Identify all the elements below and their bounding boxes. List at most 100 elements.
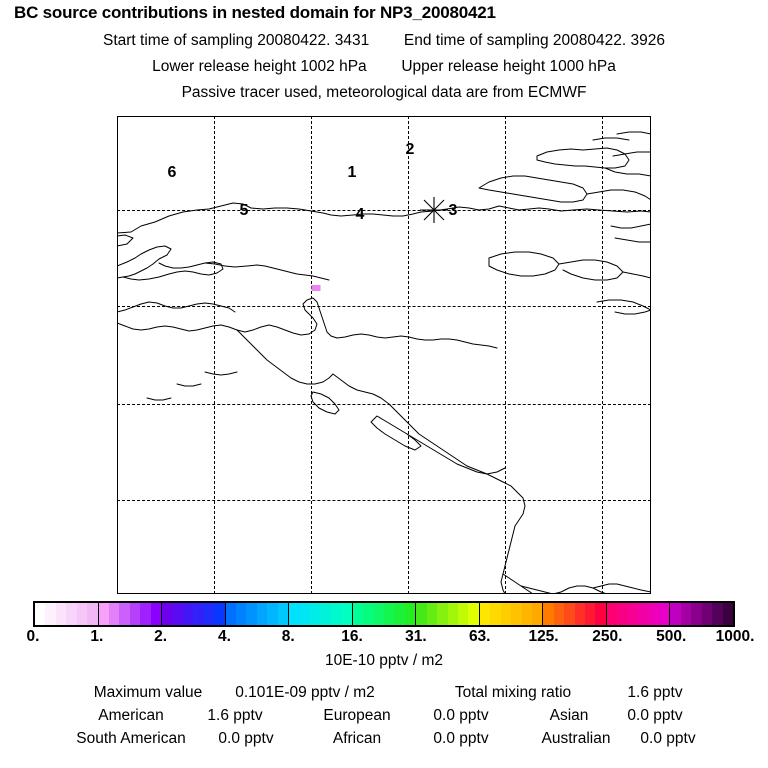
- region-3-label: 3: [448, 202, 458, 219]
- gridline-vertical: [214, 116, 215, 594]
- colorbar-tick-7: 63.: [468, 628, 491, 645]
- colorbar-subband: [225, 603, 237, 625]
- tracer-note: Passive tracer used, meteorological data…: [181, 84, 587, 101]
- region-2-label: 2: [405, 141, 415, 158]
- colorbar-unit-label: 10E-10 pptv / m2: [324, 652, 444, 669]
- colorbar-tick-10: 500.: [656, 628, 687, 645]
- colorbar-subband: [691, 603, 702, 625]
- african-value: 0.0 pptv: [433, 730, 489, 747]
- south-american-value: 0.0 pptv: [218, 730, 274, 747]
- colorbar-subband: [214, 603, 225, 625]
- map-panel[interactable]: 6 5 1 4 2 3: [117, 116, 651, 594]
- start-time-label: Start time of sampling 20080422. 3431: [103, 32, 370, 49]
- australian-label: Australian: [541, 730, 611, 747]
- colorbar-subband: [172, 603, 183, 625]
- total-mixing-value: 1.6 pptv: [627, 684, 683, 701]
- stats-row-summary: Maximum value 0.101E-09 pptv / m2 Total …: [0, 684, 768, 706]
- colorbar-subband: [236, 603, 247, 625]
- colorbar-subband: [330, 603, 342, 625]
- colorbar-subband: [490, 603, 501, 625]
- colorbar-subband: [320, 603, 331, 625]
- colorbar-segment-1: [98, 603, 163, 625]
- page-title: BC source contributions in nested domain…: [14, 3, 496, 22]
- lower-release-label: Lower release height 1002 hPa: [152, 58, 367, 75]
- colorbar-subband: [543, 603, 554, 625]
- colorbar-subband: [701, 603, 713, 625]
- colorbar-subband: [162, 603, 173, 625]
- colorbar-subband: [659, 603, 670, 625]
- coastline-overlay: [117, 131, 651, 594]
- colorbar-subband: [150, 603, 162, 625]
- colorbar-subband: [722, 603, 733, 625]
- colorbar-subband: [712, 603, 723, 625]
- region-5-label: 5: [239, 202, 249, 219]
- colorbar-subband: [310, 603, 321, 625]
- gridline-horizontal: [117, 210, 651, 211]
- colorbar-subband: [638, 603, 649, 625]
- colorbar-subband: [585, 603, 596, 625]
- colorbar-subband: [479, 603, 491, 625]
- colorbar-segment-9: [606, 603, 671, 625]
- colorbar-tick-2: 2.: [154, 628, 168, 645]
- colorbar-subband: [511, 603, 522, 625]
- colorbar-subband: [670, 603, 681, 625]
- colorbar-subband: [299, 603, 311, 625]
- colorbar-subband: [606, 603, 618, 625]
- colorbar-subband: [617, 603, 628, 625]
- colorbar-subband: [500, 603, 512, 625]
- maximum-value: 0.101E-09 pptv / m2: [235, 684, 375, 701]
- gridline-vertical: [311, 116, 312, 594]
- gridline-vertical: [408, 116, 409, 594]
- colorbar-segment-10: [670, 603, 733, 625]
- colorbar-subband: [45, 603, 56, 625]
- colorbar-segment-3: [225, 603, 290, 625]
- colorbar-segment-8: [543, 603, 607, 625]
- colorbar-subband: [373, 603, 384, 625]
- end-time-label: End time of sampling 20080422. 3926: [403, 32, 665, 49]
- region-6-label: 6: [167, 164, 177, 181]
- colorbar-subband: [76, 603, 88, 625]
- colorbar-subband: [193, 603, 204, 625]
- colorbar-subband: [203, 603, 215, 625]
- colorbar-tick-6: 31.: [405, 628, 427, 645]
- colorbar-tick-5: 16.: [341, 628, 363, 645]
- asian-value: 0.0 pptv: [627, 707, 683, 724]
- colorbar-segment-6: [416, 603, 480, 625]
- colorbar-subband: [55, 603, 67, 625]
- gridline-horizontal: [117, 500, 651, 501]
- asian-label: Asian: [549, 707, 589, 724]
- colorbar-subband: [363, 603, 374, 625]
- colorbar-subband: [564, 603, 575, 625]
- gridline-vertical: [505, 116, 506, 594]
- release-site-star-icon: [420, 197, 448, 223]
- total-mixing-label: Total mixing ratio: [454, 684, 572, 701]
- colorbar-gradient: [33, 601, 735, 627]
- colorbar-tick-8: 125.: [528, 628, 559, 645]
- colorbar-subband: [553, 603, 565, 625]
- colorbar-subband: [66, 603, 77, 625]
- gridline-horizontal: [117, 404, 651, 405]
- colorbar-subband: [140, 603, 151, 625]
- colorbar-subband: [267, 603, 278, 625]
- colorbar-subband: [108, 603, 120, 625]
- map-frame: [117, 116, 651, 594]
- colorbar-segment-5: [352, 603, 417, 625]
- colorbar-subband: [680, 603, 692, 625]
- colorbar-subband: [437, 603, 448, 625]
- colorbar-subband: [627, 603, 639, 625]
- tracer-plume-patch: [311, 285, 321, 291]
- colorbar-subband: [468, 603, 479, 625]
- american-value: 1.6 pptv: [207, 707, 263, 724]
- colorbar-subband: [457, 603, 469, 625]
- release-height-line: Lower release height 1002 hPa Upper rele…: [0, 58, 768, 76]
- colorbar[interactable]: 0. 1. 2. 4. 8. 16. 31. 63. 125. 250. 500. 1000.: [27, 601, 754, 645]
- region-4-label: 4: [355, 206, 365, 223]
- upper-release-label: Upper release height 1000 hPa: [401, 58, 616, 75]
- colorbar-subband: [119, 603, 130, 625]
- colorbar-subband: [98, 603, 109, 625]
- colorbar-subband: [384, 603, 395, 625]
- european-label: European: [323, 707, 391, 724]
- colorbar-subband: [87, 603, 98, 625]
- colorbar-subband: [277, 603, 289, 625]
- colorbar-subband: [35, 603, 46, 625]
